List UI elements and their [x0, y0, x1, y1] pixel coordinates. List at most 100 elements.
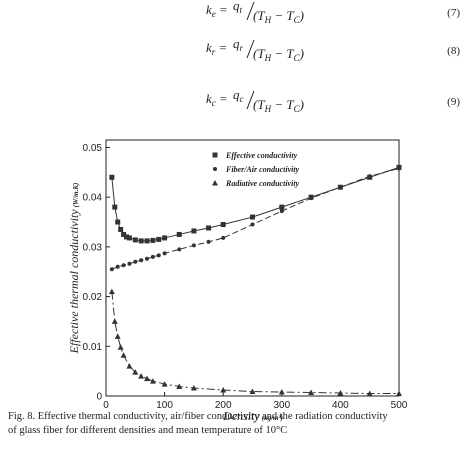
circle-marker [279, 209, 284, 214]
equation-denom: (TH − TC) [253, 8, 304, 25]
square-marker [250, 214, 255, 220]
fraction-slash [246, 39, 255, 59]
equation-denom: (TH − TC) [253, 97, 304, 114]
circle-marker [221, 235, 226, 240]
square-marker [138, 238, 144, 244]
eq-part: (T [253, 46, 265, 61]
caption-line: of glass fiber for different densities a… [8, 425, 287, 436]
eq-part: − T [271, 8, 294, 23]
equation-num: qc [233, 87, 244, 104]
eq-sub: C [294, 53, 301, 63]
equation: kr = [206, 40, 227, 57]
y-axis-label: Effective thermal conductivity(W/m.K) [67, 183, 81, 355]
triangle-marker [149, 378, 156, 384]
legend-marker [213, 167, 217, 171]
square-marker [162, 235, 168, 241]
square-marker [115, 219, 121, 225]
equation: kc = [206, 91, 227, 108]
triangle-marker [249, 388, 256, 395]
triangle-marker [108, 288, 115, 295]
circle-marker [121, 263, 126, 268]
circle-marker [397, 166, 401, 171]
square-marker [126, 235, 132, 241]
eq-var: q [233, 36, 240, 51]
eq-sign: = [220, 91, 227, 106]
eq-sub: c [240, 94, 244, 104]
equation-number: (9) [447, 96, 460, 108]
circle-marker [338, 185, 343, 190]
eq-part: (T [253, 97, 265, 112]
triangle-marker [396, 390, 402, 397]
triangle-marker [111, 318, 118, 324]
eq-part: ) [299, 46, 304, 61]
equation-number: (8) [447, 45, 460, 57]
triangle-marker [366, 390, 373, 397]
x-tick-label: 0 [103, 400, 109, 411]
y-tick-label: 0 [96, 392, 102, 403]
circle-marker [127, 261, 132, 266]
eq-part: (T [253, 8, 265, 23]
triangle-marker [308, 389, 315, 396]
square-marker [121, 231, 127, 237]
circle-marker [115, 264, 120, 269]
eq-sub: C [294, 15, 301, 25]
equation-number: (7) [447, 7, 460, 19]
circle-marker [150, 254, 155, 259]
eq-sub: r [212, 47, 216, 57]
eq-var: k [206, 91, 212, 106]
square-marker [124, 234, 130, 240]
eq-sub: e [212, 9, 216, 19]
y-tick-label: 0.02 [83, 292, 103, 303]
triangle-marker [278, 389, 285, 395]
equation-num: qr [233, 36, 244, 53]
x-tick-label: 100 [156, 400, 173, 411]
eq-var: k [206, 40, 212, 55]
legend-entry: Fiber/Air conductivity [225, 165, 300, 174]
eq-sub: r [240, 43, 244, 53]
square-marker [220, 222, 226, 228]
triangle-marker [161, 381, 168, 387]
circle-marker [156, 253, 161, 258]
circle-marker [206, 239, 211, 244]
y-tick-label: 0.05 [83, 143, 103, 154]
x-tick-label: 200 [215, 400, 232, 411]
triangle-marker [144, 375, 151, 382]
triangle-marker [117, 344, 124, 350]
square-marker [109, 174, 115, 180]
eq-sub: c [212, 98, 216, 108]
caption-line: Fig. 8. Effective thermal conductivity, … [8, 411, 388, 422]
triangle-marker [190, 385, 197, 391]
equation-num: qt [233, 0, 243, 15]
y-tick-label: 0.04 [83, 193, 103, 204]
square-marker [132, 237, 138, 243]
x-axis-label: Density (kg/m³) [222, 409, 283, 423]
square-marker [191, 228, 197, 234]
eq-sub: H [264, 15, 272, 25]
fraction-slash [246, 90, 255, 110]
square-marker [150, 237, 156, 243]
triangle-marker [114, 333, 121, 339]
eq-part: − T [271, 46, 294, 61]
y-tick-label: 0.01 [83, 342, 103, 353]
circle-marker [133, 259, 138, 264]
x-label: Density [222, 409, 260, 423]
legend-marker [212, 152, 218, 158]
square-marker [176, 231, 182, 237]
eq-sign: = [220, 2, 227, 17]
legend-entry: Radiative conductivity [225, 179, 300, 188]
eq-part: ) [299, 97, 304, 112]
circle-marker [109, 267, 114, 272]
eq-var: q [233, 0, 240, 13]
plot-frame [105, 139, 400, 397]
square-marker [118, 226, 124, 232]
square-marker [206, 225, 212, 231]
circle-marker [145, 256, 150, 261]
triangle-marker [337, 390, 344, 396]
triangle-marker [176, 383, 183, 390]
y-label: Effective thermal conductivity [67, 209, 81, 355]
eq-part: ) [299, 8, 304, 23]
eq-sub: H [264, 53, 272, 63]
square-marker [144, 238, 150, 244]
eq-sub: C [294, 104, 301, 114]
